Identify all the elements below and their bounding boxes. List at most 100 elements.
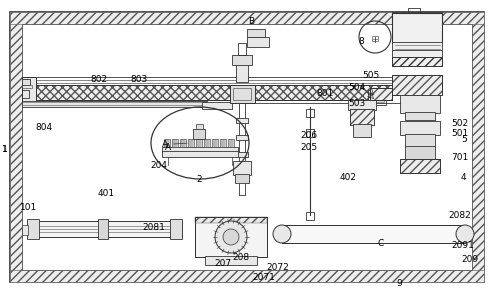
Bar: [188, 139, 194, 147]
Bar: [472, 12, 484, 282]
Bar: [370, 88, 392, 100]
Bar: [233, 88, 251, 100]
Bar: [306, 129, 314, 137]
Bar: [353, 124, 371, 137]
Bar: [235, 174, 249, 183]
Bar: [10, 270, 484, 282]
Text: A: A: [165, 142, 171, 152]
Text: 402: 402: [340, 173, 357, 181]
Bar: [233, 161, 251, 175]
Bar: [22, 77, 36, 105]
Text: 504: 504: [348, 83, 365, 93]
Bar: [400, 95, 440, 113]
Bar: [348, 100, 376, 110]
Bar: [22, 90, 29, 98]
Text: 1: 1: [2, 145, 8, 153]
Bar: [180, 139, 186, 147]
Bar: [370, 88, 392, 100]
Bar: [204, 139, 210, 147]
Bar: [350, 109, 374, 125]
Bar: [239, 183, 245, 195]
Bar: [372, 36, 378, 41]
Bar: [230, 85, 255, 103]
Bar: [228, 139, 234, 147]
Text: 207: 207: [214, 258, 231, 268]
Bar: [236, 64, 248, 82]
Bar: [22, 85, 392, 100]
Text: 2091: 2091: [451, 240, 474, 250]
Text: C: C: [377, 238, 383, 248]
Bar: [400, 121, 440, 135]
Bar: [27, 219, 39, 239]
Bar: [232, 55, 252, 65]
Bar: [368, 90, 386, 105]
Bar: [205, 256, 257, 265]
Text: 8: 8: [358, 37, 364, 47]
Bar: [212, 139, 218, 147]
Bar: [370, 94, 384, 102]
Text: 9: 9: [396, 278, 402, 288]
Bar: [306, 109, 314, 117]
Bar: [236, 135, 248, 140]
Circle shape: [215, 221, 247, 253]
Text: B: B: [248, 17, 254, 27]
Text: 501: 501: [451, 129, 468, 137]
Text: 701: 701: [451, 153, 468, 161]
Circle shape: [223, 229, 239, 245]
Text: 205: 205: [300, 142, 317, 152]
Text: 802: 802: [90, 76, 107, 84]
Bar: [392, 57, 442, 66]
Polygon shape: [418, 83, 423, 89]
Polygon shape: [405, 83, 410, 89]
Text: 401: 401: [98, 189, 115, 197]
Text: 4: 4: [461, 173, 467, 183]
Text: 204: 204: [150, 160, 167, 170]
Text: 503: 503: [348, 99, 365, 107]
Text: 502: 502: [451, 119, 468, 127]
Bar: [98, 219, 108, 239]
Text: 2072: 2072: [266, 263, 289, 271]
Text: 2071: 2071: [252, 273, 275, 281]
Bar: [392, 75, 442, 95]
Bar: [196, 139, 202, 147]
Bar: [162, 151, 238, 157]
Bar: [405, 112, 435, 120]
Bar: [202, 102, 232, 109]
Bar: [238, 43, 246, 55]
Bar: [164, 139, 170, 147]
Bar: [350, 109, 374, 125]
Text: 5: 5: [461, 135, 467, 145]
Bar: [392, 75, 442, 95]
Bar: [306, 212, 314, 220]
Bar: [22, 79, 30, 85]
Bar: [405, 134, 435, 147]
Bar: [247, 29, 265, 37]
Circle shape: [273, 225, 291, 243]
Bar: [392, 57, 442, 66]
Text: A: A: [162, 140, 187, 149]
Text: 1: 1: [2, 145, 8, 153]
Circle shape: [456, 225, 474, 243]
Text: 2082: 2082: [448, 211, 471, 219]
Text: 803: 803: [130, 76, 147, 84]
Bar: [162, 147, 238, 152]
Bar: [195, 217, 267, 257]
Bar: [282, 225, 465, 243]
Bar: [172, 139, 178, 147]
Text: 208: 208: [232, 253, 249, 261]
Bar: [220, 139, 226, 147]
Bar: [22, 85, 32, 88]
Text: 2: 2: [196, 175, 202, 183]
Bar: [10, 12, 484, 24]
Text: 801: 801: [316, 88, 333, 98]
Bar: [193, 129, 205, 139]
Text: 804: 804: [35, 122, 52, 132]
Bar: [392, 12, 442, 13]
Bar: [170, 219, 182, 239]
Bar: [22, 24, 472, 270]
Bar: [400, 159, 440, 173]
Bar: [247, 37, 269, 47]
Bar: [22, 85, 392, 100]
Bar: [405, 146, 435, 160]
Bar: [392, 50, 442, 58]
